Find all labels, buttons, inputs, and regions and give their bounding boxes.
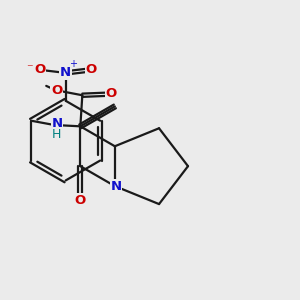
Text: +: +: [69, 59, 77, 70]
Text: O: O: [34, 63, 46, 76]
Text: N: N: [51, 117, 62, 130]
Text: O: O: [105, 87, 116, 100]
Text: N: N: [60, 66, 71, 80]
Text: O: O: [86, 63, 97, 76]
Text: O: O: [51, 84, 62, 97]
Text: ⁻: ⁻: [26, 63, 33, 76]
Text: H: H: [52, 128, 62, 141]
Text: O: O: [75, 194, 86, 207]
Text: N: N: [111, 180, 122, 193]
